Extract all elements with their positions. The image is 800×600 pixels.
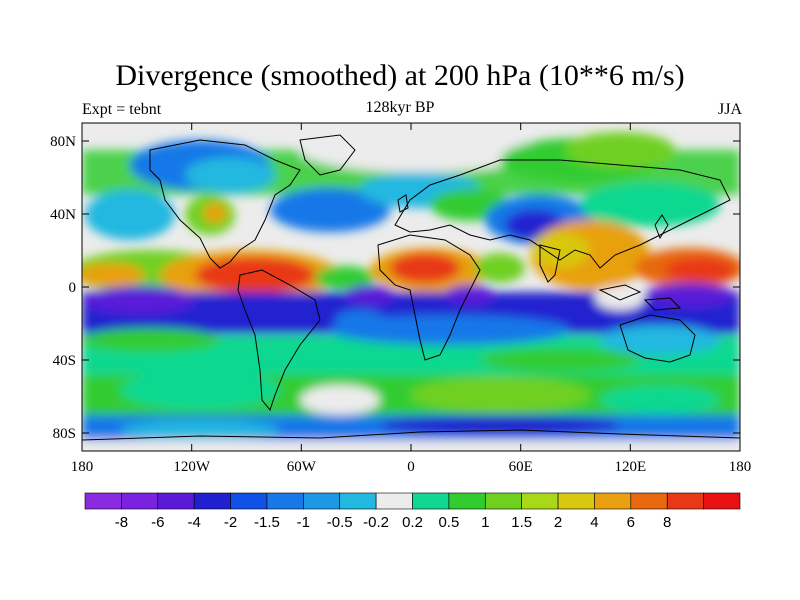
lat-label: 80N (50, 134, 76, 150)
lat-label: 40S (53, 353, 76, 369)
lon-label: 60W (287, 459, 317, 475)
colorbar-swatch (303, 492, 341, 510)
colorbar-label: -8 (115, 514, 128, 531)
colorbar-swatch (448, 492, 486, 510)
colorbar-swatch (121, 492, 159, 510)
colorbar-label: -0.5 (327, 514, 353, 531)
colorbar-label: -4 (187, 514, 200, 531)
colorbar-label: -2 (224, 514, 237, 531)
colorbar-swatch (230, 492, 268, 510)
colorbar-label: 0.5 (438, 514, 459, 531)
colorbar-swatch (521, 492, 559, 510)
colorbar-swatch (266, 492, 304, 510)
lon-ticks (81, 123, 741, 451)
lat-label: 40N (50, 207, 76, 223)
colorbar-swatch (193, 492, 231, 510)
colorbar-label: -1 (297, 514, 310, 531)
colorbar-label: -0.2 (363, 514, 389, 531)
colorbar-label: 2 (554, 514, 562, 531)
colorbar-swatch (666, 492, 704, 510)
lon-label: 120W (173, 459, 211, 475)
colorbar-swatch (484, 492, 522, 510)
lon-label: 0 (407, 459, 415, 475)
colorbar-swatch (630, 492, 668, 510)
divergence-field (82, 123, 740, 451)
colorbar-label: -1.5 (254, 514, 280, 531)
colorbar-swatch (339, 492, 377, 510)
experiment-label: Expt = tebnt (82, 101, 162, 118)
colorbar-swatch (703, 492, 741, 510)
colorbar-swatch (412, 492, 450, 510)
lon-labels: 180 120W 60W 0 60E 120E 180 (71, 459, 752, 475)
lon-label: 180 (729, 459, 752, 475)
period-label: 128kyr BP (365, 99, 435, 116)
colorbar-label: 0.2 (402, 514, 423, 531)
lat-labels: 80N 40N 0 40S 80S (50, 134, 76, 442)
colorbar-swatch (157, 492, 195, 510)
colorbar-swatch (594, 492, 632, 510)
colorbar-label: 6 (627, 514, 635, 531)
colorbar-label: 4 (590, 514, 598, 531)
colorbar-swatch (84, 492, 122, 510)
colorbar-label: 1.5 (511, 514, 532, 531)
colorbar-swatch (375, 492, 413, 510)
colorbar-swatch (557, 492, 595, 510)
colorbar-label: 1 (481, 514, 489, 531)
lon-label: 180 (71, 459, 94, 475)
lat-label: 0 (69, 280, 77, 296)
colorbar-label: -6 (151, 514, 164, 531)
season-label: JJA (717, 101, 742, 118)
lon-label: 120E (614, 459, 646, 475)
colorbar: -8 -6 -4 -2 -1.5 -1 -0.5 -0.2 0.2 0.5 1 1.5 2 4 6 8 (84, 492, 741, 531)
colorbar-label: 8 (663, 514, 671, 531)
lat-ticks (82, 140, 740, 434)
lat-label: 80S (53, 426, 76, 442)
chart-title: Divergence (smoothed) at 200 hPa (10**6 … (115, 59, 685, 92)
coastlines (82, 134, 740, 441)
lon-label: 60E (509, 459, 533, 475)
